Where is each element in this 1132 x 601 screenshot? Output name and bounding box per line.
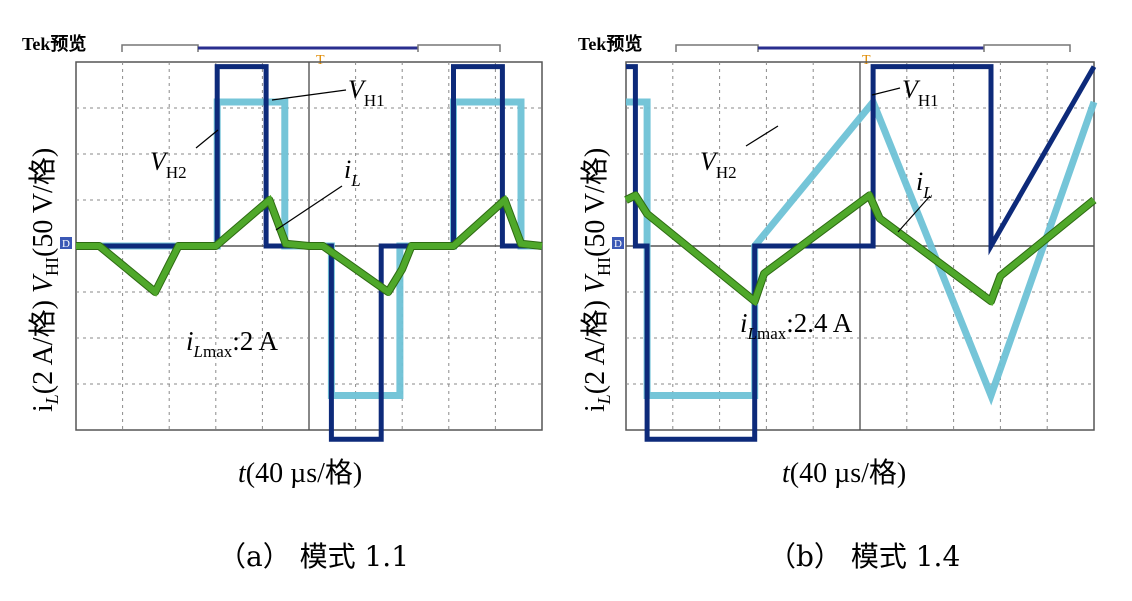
panel-b-y-axis-label: iL(2 A/格) VHI(50 V/格) — [579, 148, 614, 412]
panel-b-caption: （b） 模式 1.4 — [768, 540, 960, 573]
panel-a-ground-marker: D — [60, 237, 72, 250]
panel-a-y-axis-label: iL(2 A/格) VHI(50 V/格) — [27, 148, 62, 412]
panel-b-trigger-marker: T — [862, 53, 871, 68]
panel-a-vh1-label: VH1 — [348, 75, 385, 110]
panel-b-tek-label: Tek预览 — [578, 33, 642, 54]
panel-b-vh2-label: VH2 — [700, 147, 737, 182]
panel-b: Tek预览 T D iL(2 A/格) VHI(50 V/格) t(40 µs/… — [578, 33, 1098, 573]
panel-a-vh2-leader — [195, 129, 219, 149]
panel-b-vh2-leader — [745, 125, 779, 147]
panel-a-il-max-label: iLmax:2 A — [186, 326, 279, 361]
panel-b-il-leader — [897, 195, 931, 233]
panel-a-header-bar: T — [121, 44, 501, 68]
panel-a-VH2-trace — [76, 98, 542, 399]
panel-a-caption: （a） 模式 1.1 — [218, 540, 409, 573]
panel-b-x-axis-label: t(40 µs/格) — [782, 457, 906, 489]
panel-a: Tek预览 T D iL(2 A/格) VHI(50 V/格) t(40 µs/… — [22, 33, 543, 573]
panel-a-traces — [76, 64, 543, 442]
panel-a-vh2-label: VH2 — [150, 147, 187, 182]
panel-b-il-label: iL — [916, 167, 933, 202]
panel-a-VH1-trace — [76, 64, 542, 442]
panel-a-trigger-marker: T — [316, 53, 325, 68]
panel-b-VH1-trace — [626, 64, 1097, 442]
panel-a-tek-label: Tek预览 — [22, 33, 86, 54]
panel-b-iL-trace — [624, 190, 1096, 307]
panel-a-il-leader — [275, 185, 343, 231]
panel-a-il-label: iL — [344, 155, 361, 190]
panel-a-vh1-leader — [271, 89, 347, 101]
panel-b-il-max-label: iLmax:2.4 A — [740, 308, 853, 343]
panel-b-vh1-label: VH1 — [902, 75, 939, 110]
panel-b-ground-marker: D — [612, 237, 624, 250]
panel-b-ground-letter: D — [614, 238, 622, 250]
panel-a-x-axis-label: t(40 µs/格) — [238, 457, 362, 489]
panel-b-vh1-leader — [871, 87, 901, 96]
panel-a-iL-trace — [76, 194, 543, 297]
panel-b-traces — [624, 64, 1098, 442]
panel-a-ground-letter: D — [62, 238, 70, 250]
panel-b-header-bar: T — [675, 44, 1071, 68]
